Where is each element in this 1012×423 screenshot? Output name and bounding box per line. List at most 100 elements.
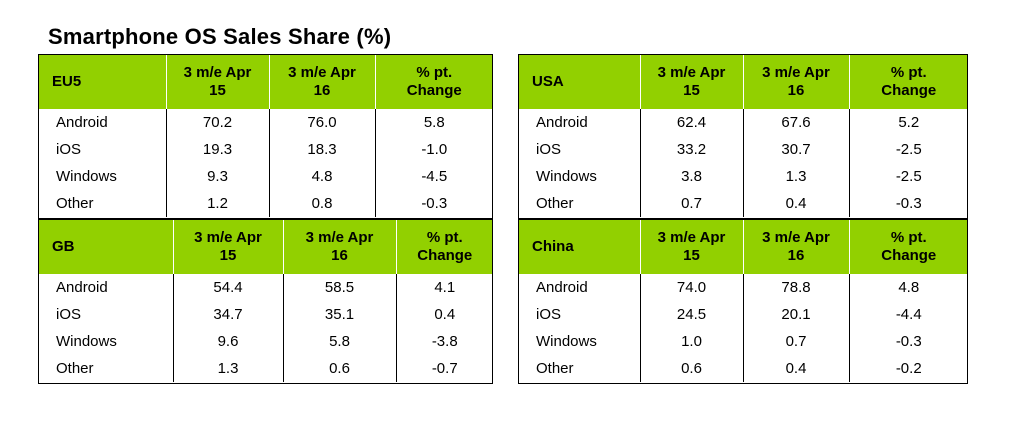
region-header: EU5	[38, 54, 167, 109]
value-cell: 0.4	[743, 190, 850, 217]
table-row: Windows 3.8 1.3 -2.5	[518, 163, 968, 190]
value-cell: 3.8	[640, 163, 744, 190]
value-cell: 0.4	[434, 306, 456, 323]
region-header: USA	[518, 54, 641, 109]
table-row: Android 70.2 76.0 5.8	[38, 109, 493, 136]
table-row: Android 54.4 58.5 4.1	[38, 274, 493, 301]
os-name-cell: iOS	[518, 136, 641, 163]
column-header: % pt. Change	[849, 219, 968, 274]
column-header: 3 m/e Apr 16	[743, 54, 850, 109]
os-name-cell: Other	[38, 190, 167, 217]
value-cell: 9.3	[166, 163, 270, 190]
value-cell: 24.5	[640, 301, 744, 328]
column-header: % pt. Change	[849, 54, 968, 109]
column-header-line: 3 m/e Apr	[194, 228, 262, 246]
value-cell: -4.5	[421, 168, 448, 185]
column-header: 3 m/e Apr 15	[640, 54, 744, 109]
column-header-line: 3 m/e Apr	[657, 63, 726, 81]
column-header-line: % pt.	[426, 228, 463, 246]
os-name-cell: Windows	[518, 163, 641, 190]
os-name-cell: Other	[518, 190, 641, 217]
value-cell: 33.2	[640, 136, 744, 163]
value-cell: 9.6	[173, 328, 284, 355]
value-cell: -2.5	[895, 141, 922, 158]
column-header-line: 15	[209, 81, 226, 99]
region-header: GB	[38, 219, 174, 274]
column-header-line: 15	[219, 246, 237, 264]
value-cell: 5.8	[283, 328, 397, 355]
column-header-line: % pt.	[416, 63, 453, 81]
table-row: Other 1.2 0.8 -0.3	[38, 190, 493, 217]
column-header-line: 3 m/e Apr	[288, 63, 356, 81]
value-cell: 20.1	[743, 301, 850, 328]
column-header: 3 m/e Apr 16	[743, 219, 850, 274]
os-name-cell: Android	[518, 274, 641, 301]
value-cell: 0.6	[640, 355, 744, 382]
value-cell: 0.7	[640, 190, 744, 217]
value-cell: -4.4	[895, 306, 922, 323]
value-cell: -3.8	[431, 333, 458, 350]
os-name-cell: Android	[38, 274, 174, 301]
value-cell: 35.1	[283, 301, 397, 328]
value-cell: 58.5	[283, 274, 397, 301]
value-cell: 78.8	[743, 274, 850, 301]
value-cell: 19.3	[166, 136, 270, 163]
table-row: Android 74.0 78.8 4.8	[518, 274, 968, 301]
table-gb: GB 3 m/e Apr 15 3 m/e Apr 16% pt. Change Andro…	[38, 219, 493, 382]
os-name-cell: iOS	[518, 301, 641, 328]
value-cell: 0.7	[743, 328, 850, 355]
value-cell: -2.5	[895, 168, 922, 185]
value-cell: -0.3	[895, 333, 922, 350]
table-row: Windows 9.3 4.8 -4.5	[38, 163, 493, 190]
value-cell: 0.6	[283, 355, 397, 382]
column-header-line: 16	[787, 81, 805, 99]
column-header-line: Change	[881, 81, 937, 99]
table-row: Windows 9.6 5.8 -3.8	[38, 328, 493, 355]
os-name-cell: Windows	[38, 328, 174, 355]
value-cell: -0.7	[431, 360, 458, 377]
value-cell: 34.7	[173, 301, 284, 328]
table-row: Other 1.3 0.6 -0.7	[38, 355, 493, 382]
os-name-cell: Android	[38, 109, 167, 136]
column-header-line: 16	[787, 246, 805, 264]
column-header-line: 15	[683, 246, 700, 264]
value-cell: 70.2	[166, 109, 270, 136]
value-cell: 18.3	[269, 136, 376, 163]
value-cell: -0.3	[895, 195, 922, 212]
value-cell: 5.2	[898, 114, 920, 131]
value-cell: 1.2	[166, 190, 270, 217]
value-cell: -0.2	[895, 360, 922, 377]
region-header: China	[518, 219, 641, 274]
value-cell: 62.4	[640, 109, 744, 136]
value-cell: 4.8	[898, 279, 920, 296]
value-cell: 0.8	[269, 190, 376, 217]
column-header-line: Change	[406, 81, 462, 99]
os-name-cell: Windows	[518, 328, 641, 355]
value-cell: 4.8	[269, 163, 376, 190]
column-header: % pt. Change	[396, 219, 493, 274]
table-china: China 3 m/e Apr 15 3 m/e Apr 16% pt. Change An…	[518, 219, 968, 382]
value-cell: 74.0	[640, 274, 744, 301]
table-usa: USA 3 m/e Apr 15 3 m/e Apr 16% pt. Change Andr…	[518, 54, 968, 217]
column-header: 3 m/e Apr 15	[640, 219, 744, 274]
column-header: 3 m/e Apr 15	[166, 54, 270, 109]
table-eu5: EU5 3 m/e Apr 15 3 m/e Apr 16% pt. Change Andr…	[38, 54, 493, 217]
value-cell: 4.1	[434, 279, 456, 296]
os-name-cell: Android	[518, 109, 641, 136]
page-title: Smartphone OS Sales Share (%)	[48, 24, 392, 49]
column-header-line: 15	[683, 81, 700, 99]
column-header-line: % pt.	[890, 228, 927, 246]
table-row: iOS 33.2 30.7 -2.5	[518, 136, 968, 163]
table-row: Windows 1.0 0.7 -0.3	[518, 328, 968, 355]
column-header-line: 3 m/e Apr	[305, 228, 374, 246]
value-cell: 30.7	[743, 136, 850, 163]
value-cell: 0.4	[743, 355, 850, 382]
value-cell: 5.8	[423, 114, 445, 131]
value-cell: 1.3	[173, 355, 284, 382]
table-row: Android 62.4 67.6 5.2	[518, 109, 968, 136]
os-name-cell: iOS	[38, 301, 174, 328]
table-row: iOS 34.7 35.1 0.4	[38, 301, 493, 328]
table-row: iOS 19.3 18.3 -1.0	[38, 136, 493, 163]
table-row: iOS 24.5 20.1 -4.4	[518, 301, 968, 328]
os-name-cell: Other	[518, 355, 641, 382]
